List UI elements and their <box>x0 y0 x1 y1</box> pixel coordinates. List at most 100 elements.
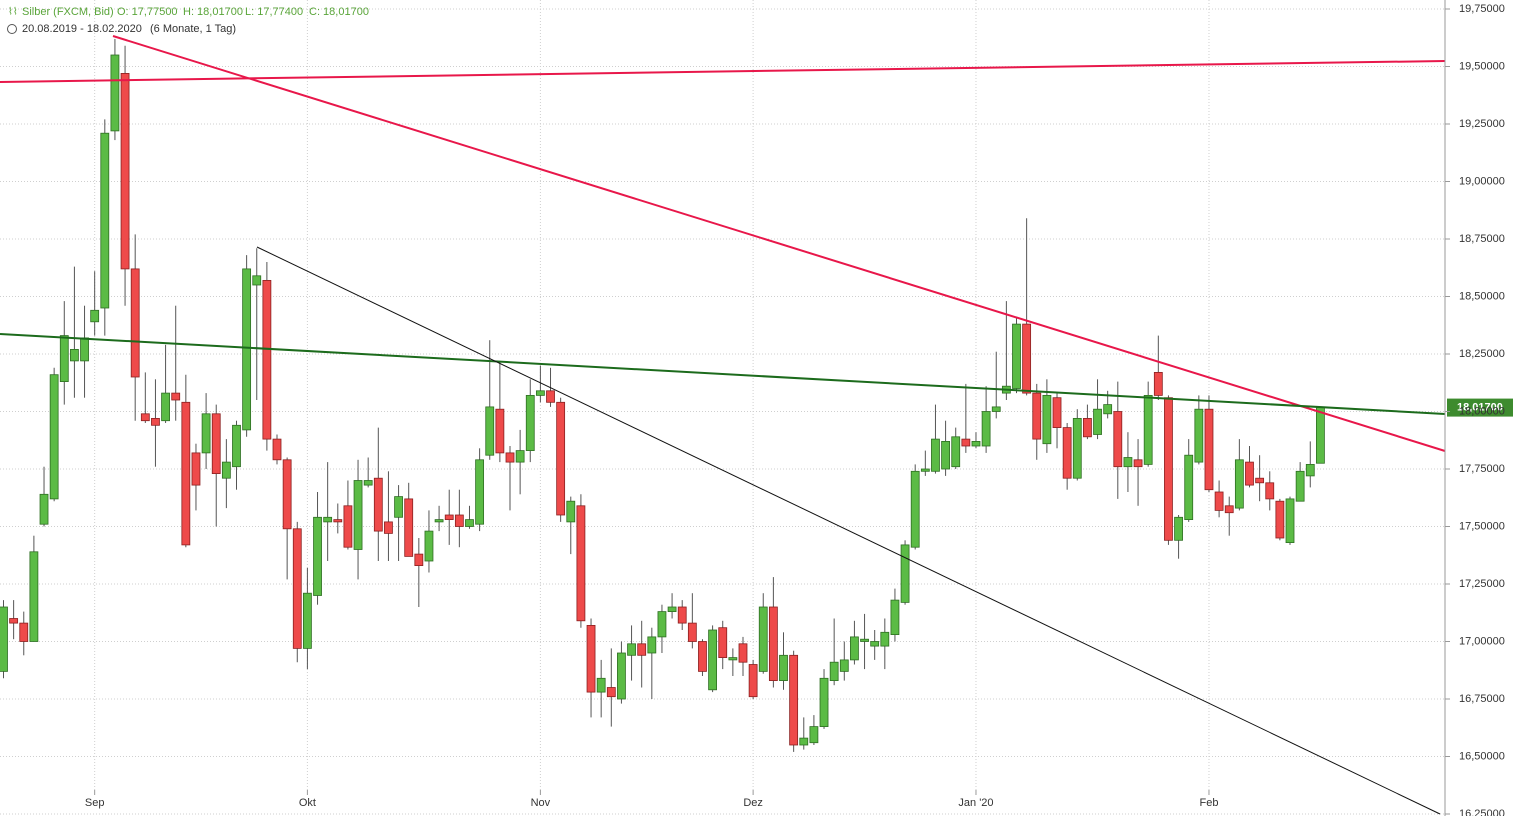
candle-body <box>576 505 586 622</box>
candle-body <box>384 521 393 534</box>
x-tick-label: Dez <box>743 797 763 809</box>
candle-body <box>181 401 191 546</box>
candle-body <box>890 599 900 635</box>
candle-body <box>1316 407 1325 464</box>
candle-body <box>931 438 940 472</box>
x-tick-label: Jan '20 <box>958 797 993 809</box>
candle-body <box>515 450 525 463</box>
trend-line <box>0 60 1446 83</box>
candle-body <box>708 629 717 691</box>
candle-body <box>535 390 545 396</box>
candle-body <box>1042 394 1052 445</box>
y-tick-label: 17,00000 <box>1459 635 1505 647</box>
candle-body <box>9 618 19 624</box>
candle-body <box>789 654 799 746</box>
candle-body <box>718 627 728 659</box>
candle-body <box>971 440 981 447</box>
header-low: L: 17,77400 <box>245 6 303 18</box>
candle-body <box>809 726 819 744</box>
candle-body <box>627 643 636 656</box>
candle-body <box>799 737 809 746</box>
candle-body <box>404 498 414 557</box>
candle-body <box>910 470 920 548</box>
x-tick-label: Sep <box>85 797 105 809</box>
candle-body <box>394 496 403 518</box>
header-high: H: 18,01700 <box>183 6 243 18</box>
candle-body <box>313 516 322 596</box>
candle-body <box>1285 498 1295 543</box>
candle-body <box>485 406 495 456</box>
candle-body <box>444 514 454 520</box>
candle-body <box>566 500 576 523</box>
candle-body <box>90 309 100 323</box>
candle-body <box>1032 392 1042 440</box>
candle-body <box>1234 459 1244 509</box>
y-tick-label: 17,25000 <box>1459 578 1505 590</box>
candle-body <box>941 440 950 470</box>
candle-body <box>323 516 333 523</box>
candle-body <box>667 606 677 612</box>
candle-body <box>29 551 39 642</box>
candle-body <box>617 652 626 700</box>
candle-body <box>1113 411 1123 468</box>
y-tick-label: 18,25000 <box>1459 348 1505 360</box>
candle-body <box>1083 417 1092 438</box>
last-price-box <box>1447 398 1513 417</box>
grid <box>0 0 1445 815</box>
candle-body <box>546 390 555 403</box>
candle-body <box>505 452 515 463</box>
candle-body <box>282 459 292 530</box>
candle-body <box>100 132 110 309</box>
candle-body <box>272 438 282 461</box>
candle-body <box>556 401 566 516</box>
candle-body <box>232 424 241 468</box>
candle-body <box>1072 417 1082 479</box>
candle-body <box>1133 459 1143 468</box>
candle-body <box>39 493 49 525</box>
candle-body <box>1224 505 1234 514</box>
candle-body <box>19 622 29 642</box>
candle-body <box>120 73 130 270</box>
candle-body <box>1295 470 1305 502</box>
candle-body <box>424 530 434 562</box>
candle-body <box>211 413 221 474</box>
x-tick-label: Okt <box>299 797 316 809</box>
candle-body <box>687 622 697 642</box>
y-tick-label: 16,25000 <box>1459 808 1505 816</box>
x-tick-label: Feb <box>1199 797 1218 809</box>
candle-body <box>292 528 302 649</box>
candle-body <box>748 664 758 698</box>
candle-body <box>495 408 505 454</box>
candle-body <box>1245 461 1254 486</box>
candle-body <box>981 411 991 447</box>
candle-body <box>252 275 262 286</box>
header: ⌇⌇ Silber (FXCM, Bid) O: 17,77500 H: 18,… <box>7 6 369 35</box>
subtitle: 20.08.2019 - 18.02.2020 <box>22 23 142 35</box>
candle-body <box>201 413 211 454</box>
candle-body <box>991 406 1001 412</box>
candle-body <box>870 641 880 647</box>
candle-body <box>900 544 910 603</box>
candle-body <box>1174 516 1183 541</box>
candle-body <box>302 592 312 649</box>
candle-body <box>850 636 859 661</box>
y-tick-label: 17,75000 <box>1459 463 1505 475</box>
y-tick-label: 19,25000 <box>1459 118 1505 130</box>
candle-body <box>880 631 890 647</box>
candle-body <box>333 519 343 523</box>
y-tick-label: 16,75000 <box>1459 693 1505 705</box>
candle-body <box>677 606 687 624</box>
candle-body <box>839 659 849 672</box>
y-tick-label: 19,50000 <box>1459 60 1505 72</box>
y-tick-label: 16,50000 <box>1459 750 1505 762</box>
candle-body <box>961 438 971 447</box>
candle-body <box>951 436 961 468</box>
candle-body <box>860 638 869 642</box>
candle-body <box>819 677 829 727</box>
y-tick-label: 18,75000 <box>1459 233 1505 245</box>
y-tick-label: 18,50000 <box>1459 290 1505 302</box>
candle-body <box>606 687 616 698</box>
candle-body <box>829 661 839 682</box>
candle-body <box>1194 408 1204 463</box>
